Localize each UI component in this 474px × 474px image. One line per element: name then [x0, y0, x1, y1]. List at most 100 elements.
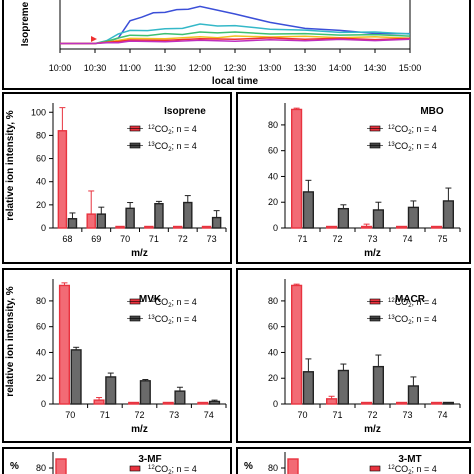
bar-12co2	[431, 225, 443, 229]
time-series-line	[60, 38, 411, 45]
y-tick-label: 20	[36, 373, 46, 383]
x-axis-label: m/z	[131, 424, 148, 435]
bar-panel-frame	[236, 268, 471, 443]
bar-12co2	[291, 284, 303, 405]
legend-label: 12CO2; n = 4	[148, 464, 197, 474]
bar-12co2	[86, 213, 96, 229]
time-tick-label: 14:00	[329, 63, 352, 73]
bar-12co2	[361, 225, 373, 229]
x-tick-label: 71	[297, 234, 307, 244]
bar-12co2	[201, 225, 212, 229]
x-tick-label: 73	[367, 234, 377, 244]
bar-12co2	[287, 458, 299, 474]
bar-12co2	[431, 401, 443, 405]
bar-13co2	[302, 191, 315, 229]
bar-13co2	[337, 369, 350, 405]
legend-label: 12CO2; n = 4	[388, 464, 437, 474]
y-tick-label: 60	[36, 154, 46, 164]
legend-label: 12CO2; n = 4	[388, 124, 437, 136]
bar-13co2	[154, 202, 164, 229]
bar-panel-frame	[2, 447, 232, 474]
bar-13co2	[96, 213, 107, 229]
x-tick-label: 70	[65, 410, 75, 420]
panel-title: MVK	[139, 294, 162, 305]
x-tick-label: 71	[100, 410, 110, 420]
bar-13co2	[442, 200, 455, 229]
bar-panel-frame	[2, 268, 232, 443]
time-tick-label: 13:30	[294, 63, 317, 73]
bar-12co2	[326, 225, 338, 229]
bar-12co2	[115, 225, 125, 229]
x-tick-label: 71	[332, 410, 342, 420]
x-tick-label: 70	[297, 410, 307, 420]
y-tick-label: 80	[36, 463, 46, 473]
bar-13co2	[67, 218, 78, 229]
x-tick-label: 72	[178, 234, 188, 244]
y-tick-label: 60	[268, 322, 278, 332]
panel-title: 3-MT	[398, 454, 421, 465]
x-tick-label: 73	[402, 410, 412, 420]
x-axis-label: m/z	[364, 248, 381, 259]
y-tick-label: 20	[36, 200, 46, 210]
bar-panel-frame	[236, 92, 471, 264]
top-panel-frame	[2, 0, 471, 90]
legend-swatch	[129, 465, 141, 472]
bar-13co2	[442, 401, 455, 405]
panel-title: 3-MF	[138, 454, 161, 465]
y-tick-label: 40	[268, 347, 278, 357]
y-tick-label: 20	[268, 373, 278, 383]
time-tick-label: 15:00	[399, 63, 422, 73]
time-tick-label: 13:00	[259, 63, 282, 73]
bar-12co2	[144, 225, 154, 229]
bar-13co2	[208, 400, 221, 405]
bar-12co2	[172, 225, 183, 229]
bar-13co2	[139, 380, 151, 405]
x-tick-label: 72	[367, 410, 377, 420]
y-tick-label: 0	[41, 223, 46, 233]
y-tick-label: 80	[268, 463, 278, 473]
y-tick-label: 20	[268, 197, 278, 207]
legend-label: 13CO2; n = 4	[148, 141, 197, 153]
bar-13co2	[337, 207, 350, 229]
bar-13co2	[211, 216, 222, 229]
legend-label: 12CO2; n = 4	[388, 297, 437, 309]
legend-label: 13CO2; n = 4	[148, 314, 197, 326]
bar-13co2	[372, 209, 385, 229]
bar-13co2	[174, 390, 186, 405]
bar-12co2	[58, 284, 70, 405]
y-tick-label: 40	[36, 347, 46, 357]
bar-13co2	[125, 207, 135, 229]
start-marker	[91, 36, 97, 42]
x-tick-label: 73	[207, 234, 217, 244]
x-tick-label: 71	[149, 234, 159, 244]
time-tick-label: 14:30	[364, 63, 387, 73]
bar-13co2	[407, 206, 420, 229]
y-axis-label-fragment: %	[244, 461, 253, 472]
x-tick-label: 69	[91, 234, 101, 244]
bar-12co2	[396, 401, 408, 405]
time-series-line	[60, 23, 411, 45]
panel-title: MACR	[395, 294, 426, 305]
legend-label: 12CO2; n = 4	[148, 124, 197, 136]
y-tick-label: 80	[268, 120, 278, 130]
x-axis-label: m/z	[131, 248, 148, 259]
y-axis-label: relative ion intensity, %	[5, 110, 16, 221]
y-axis-label-fragment: %	[10, 461, 19, 472]
y-tick-label: 60	[36, 322, 46, 332]
y-tick-label: 0	[273, 223, 278, 233]
bar-12co2	[291, 108, 303, 229]
bar-13co2	[105, 376, 117, 405]
x-axis-label: m/z	[364, 424, 381, 435]
legend-label: 12CO2; n = 4	[148, 297, 197, 309]
panel-title: MBO	[420, 106, 444, 117]
x-tick-label: 73	[169, 410, 179, 420]
bar-panel-frame	[236, 447, 471, 474]
top-x-axis-label: local time	[212, 76, 259, 87]
bar-12co2	[326, 398, 338, 405]
y-tick-label: 80	[36, 296, 46, 306]
bar-13co2	[372, 365, 385, 405]
bar-12co2	[396, 225, 408, 229]
time-tick-label: 11:00	[119, 63, 141, 73]
y-tick-label: 40	[268, 171, 278, 181]
